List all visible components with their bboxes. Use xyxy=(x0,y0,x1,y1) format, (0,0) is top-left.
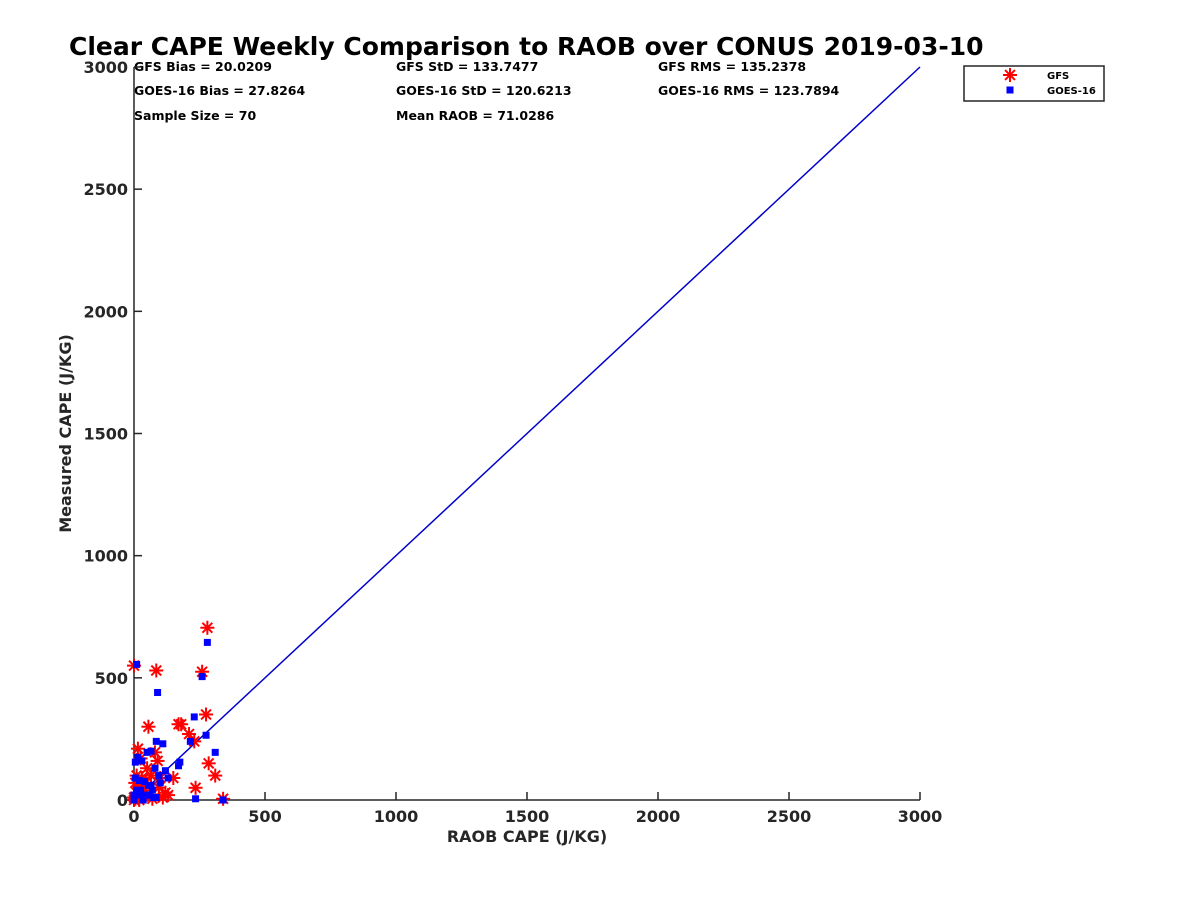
goes16-point xyxy=(152,794,160,802)
data-points xyxy=(127,66,921,807)
legend-label-gfs: GFS xyxy=(1047,71,1069,82)
gfs-point xyxy=(188,780,203,795)
goes16-point xyxy=(131,758,139,766)
legend-marker-gfs xyxy=(1003,68,1017,82)
goes16-point xyxy=(190,713,198,721)
goes16-point xyxy=(133,786,141,794)
y-tick-label: 2000 xyxy=(83,302,128,321)
legend-label-goes16: GOES-16 xyxy=(1047,86,1096,97)
y-tick-label: 1500 xyxy=(83,425,128,444)
gfs-point xyxy=(208,768,223,783)
goes16-point xyxy=(151,764,159,772)
goes16-point xyxy=(192,795,200,803)
legend-marker-goes16 xyxy=(1006,86,1014,94)
stat-sample-size: Sample Size = 70 xyxy=(134,108,256,123)
stats-block: GFS Bias = 20.0209 GFS StD = 133.7477 GF… xyxy=(134,59,840,123)
y-tick-label: 3000 xyxy=(83,58,128,77)
stat-goes-bias: GOES-16 Bias = 27.8264 xyxy=(134,83,305,98)
gfs-point xyxy=(149,663,164,678)
gfs-point xyxy=(174,717,189,732)
x-axis-label: RAOB CAPE (J/KG) xyxy=(447,827,607,846)
legend-star xyxy=(1003,68,1017,82)
x-tick-label: 1500 xyxy=(505,807,550,826)
goes16-point xyxy=(137,786,145,794)
x-tick-label: 1000 xyxy=(374,807,419,826)
goes16-point xyxy=(186,737,194,745)
stat-goes-std: GOES-16 StD = 120.6213 xyxy=(396,83,572,98)
chart-title: Clear CAPE Weekly Comparison to RAOB ove… xyxy=(69,32,984,61)
legend-box xyxy=(963,65,1105,102)
goes16-point xyxy=(148,786,156,794)
goes16-point xyxy=(134,753,142,761)
y-tick-label: 0 xyxy=(117,791,128,810)
y-axis-label: Measured CAPE (J/KG) xyxy=(56,334,75,533)
goes16-point xyxy=(211,748,219,756)
goes16-point xyxy=(159,740,167,748)
goes16-point xyxy=(154,688,162,696)
gfs-point xyxy=(141,719,156,734)
goes16-point xyxy=(130,796,138,804)
goes16-point xyxy=(164,774,172,782)
stat-gfs-std: GFS StD = 133.7477 xyxy=(396,59,538,74)
goes16-point xyxy=(176,758,184,766)
goes16-point xyxy=(147,781,155,789)
goes16-point xyxy=(161,767,169,775)
x-tick-label: 0 xyxy=(128,807,139,826)
goes16-point xyxy=(131,774,139,782)
goes16-point xyxy=(139,796,147,804)
goes16-point xyxy=(203,638,211,646)
x-tick-label: 2000 xyxy=(636,807,681,826)
goes16-point xyxy=(130,791,138,799)
stat-mean-raob: Mean RAOB = 71.0286 xyxy=(396,108,554,123)
y-tick-label: 500 xyxy=(95,669,128,688)
goes16-point xyxy=(198,673,206,681)
goes16-point xyxy=(135,791,143,799)
x-tick-label: 500 xyxy=(248,807,281,826)
goes16-point xyxy=(133,660,141,668)
goes16-point xyxy=(138,757,146,765)
gfs-point xyxy=(201,756,216,771)
legend-square xyxy=(1006,86,1014,94)
goes16-point xyxy=(155,772,163,780)
x-tick-label: 3000 xyxy=(898,807,943,826)
legend: GFS GOES-16 xyxy=(963,65,1105,102)
axes: 0 500 1000 1500 2000 2500 3000 0 500 1000 1500 2000… xyxy=(83,58,942,826)
goes16-point xyxy=(202,731,210,739)
gfs-point xyxy=(200,620,215,635)
gfs-point xyxy=(199,707,214,722)
y-tick-label: 2500 xyxy=(83,180,128,199)
goes16-point xyxy=(143,748,151,756)
y-tick-label: 1000 xyxy=(83,547,128,566)
goes16-point xyxy=(175,762,183,770)
stat-goes-rms: GOES-16 RMS = 123.7894 xyxy=(658,83,840,98)
gfs-point xyxy=(161,788,176,803)
gfs-point xyxy=(130,741,145,756)
goes16-point xyxy=(135,776,143,784)
goes16-point xyxy=(156,779,164,787)
reference-line xyxy=(133,66,921,801)
goes16-point xyxy=(146,791,154,799)
goes16-point xyxy=(219,796,227,804)
goes16-point xyxy=(152,737,160,745)
goes16-point xyxy=(147,747,155,755)
stat-gfs-rms: GFS RMS = 135.2378 xyxy=(658,59,806,74)
goes16-point xyxy=(140,778,148,786)
goes16-point xyxy=(142,791,150,799)
stat-gfs-bias: GFS Bias = 20.0209 xyxy=(134,59,272,74)
x-tick-label: 2500 xyxy=(767,807,812,826)
